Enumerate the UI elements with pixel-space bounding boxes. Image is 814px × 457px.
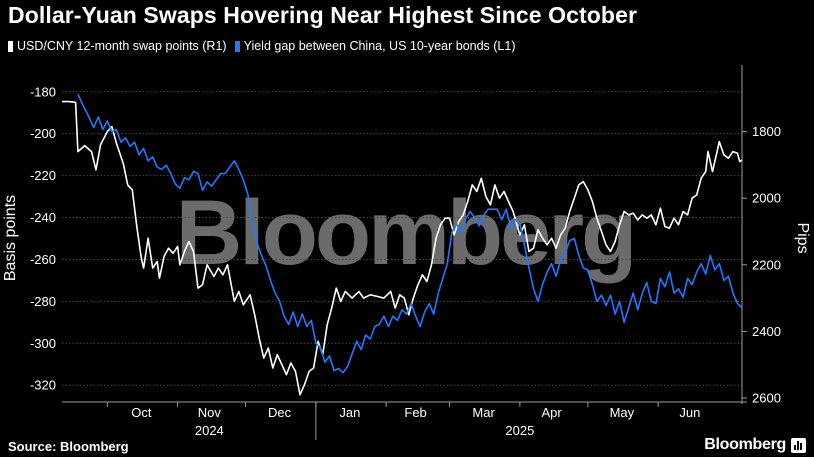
chart-title: Dollar-Yuan Swaps Hovering Near Highest … — [8, 2, 638, 28]
x-month-label: Dec — [268, 405, 292, 420]
axis-labels: -180 -200 -220 -240 -260 -280 -300 -320 1800 2000… — [2, 84, 811, 438]
legend-label-yield-gap: Yield gap between China, US 10-year bond… — [243, 39, 516, 53]
source-note: Source: Bloomberg — [8, 439, 129, 454]
y-left-tick-label: -280 — [30, 294, 56, 309]
legend-label-swap-points: USD/CNY 12-month swap points (R1) — [17, 39, 227, 53]
y-right-tick-label: 2000 — [752, 191, 781, 206]
legend-swatch-swap-points — [8, 40, 13, 52]
x-year-label: 2025 — [505, 423, 534, 438]
yield-gap-line — [77, 93, 743, 374]
y-left-tick-label: -300 — [30, 336, 56, 351]
y-left-tick-label: -260 — [30, 252, 56, 267]
brand-logo-text: Bloomberg — [704, 436, 786, 453]
y-right-tick-label: 2200 — [752, 257, 781, 272]
x-month-label: Oct — [131, 405, 152, 420]
y-right-axis-title: Pips — [794, 222, 811, 253]
bloomberg-watermark: Bloomberg — [176, 182, 635, 284]
legend-swatch-yield-gap — [234, 40, 240, 52]
y-left-tick-label: -180 — [30, 84, 56, 99]
y-right-tick-label: 2600 — [752, 391, 781, 406]
axes — [62, 65, 747, 440]
y-left-tick-label: -320 — [30, 378, 56, 393]
x-month-label: Nov — [198, 405, 222, 420]
y-left-tick-label: -200 — [30, 126, 56, 141]
legend-item-swap-points: USD/CNY 12-month swap points (R1) — [8, 39, 227, 53]
x-month-label: Jun — [679, 405, 700, 420]
legend: USD/CNY 12-month swap points (R1) Yield … — [8, 39, 524, 53]
x-month-label: Mar — [472, 405, 495, 420]
swap-points-line — [62, 100, 743, 396]
y-left-axis-title: Basis points — [2, 195, 19, 281]
y-left-tick-label: -220 — [30, 168, 56, 183]
x-month-label: Apr — [541, 405, 562, 420]
x-month-label: Jan — [339, 405, 360, 420]
x-month-label: Feb — [404, 405, 426, 420]
legend-item-yield-gap: Yield gap between China, US 10-year bond… — [234, 39, 516, 53]
grid — [62, 91, 742, 386]
x-year-label: 2024 — [195, 423, 224, 438]
watermark-layer: Bloomberg — [176, 182, 638, 284]
x-month-label: May — [610, 405, 635, 420]
y-left-tick-label: -240 — [30, 210, 56, 225]
series-lines — [62, 93, 743, 396]
y-right-tick-label: 1800 — [752, 124, 781, 139]
y-right-tick-label: 2400 — [752, 324, 781, 339]
bar-chart-icon — [791, 438, 806, 453]
